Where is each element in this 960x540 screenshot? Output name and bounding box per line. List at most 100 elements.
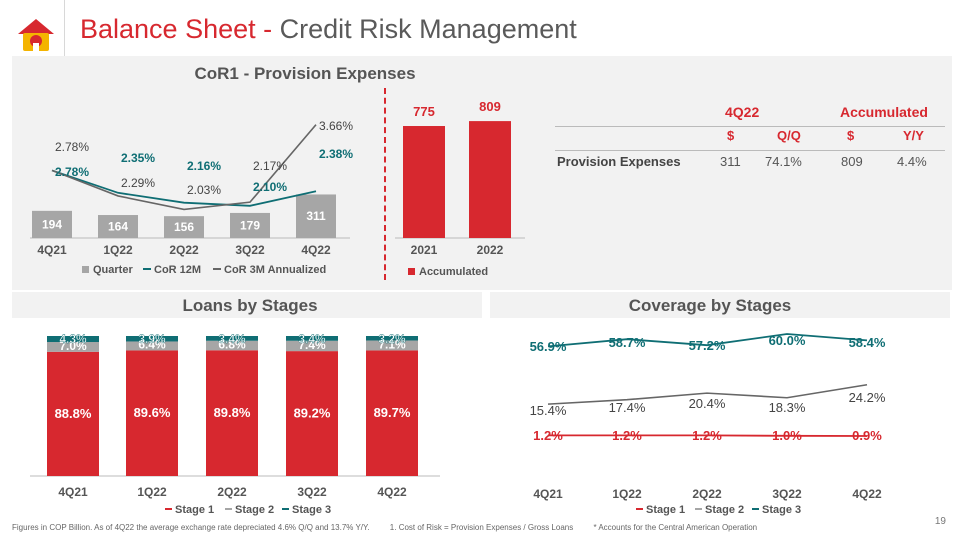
x-tick-label: 1Q22 — [103, 243, 133, 257]
bottom-right-band — [490, 292, 950, 318]
bar-4Q22 — [296, 194, 336, 238]
x-tick-label: 2021 — [411, 243, 438, 257]
coverage-title: Coverage by Stages — [628, 296, 792, 315]
legend-quarter-swatch — [82, 266, 89, 273]
page-number: 19 — [934, 516, 946, 527]
stage1-label: 89.2% — [294, 406, 331, 421]
stage2-label: 6.8% — [218, 337, 246, 351]
legend-label: Stage 3 — [292, 504, 331, 516]
accumulated-chart: 775 2021 809 2022 Accumulated — [395, 99, 525, 278]
stage1-label: 89.7% — [374, 405, 411, 420]
stage2-label: 7.0% — [59, 339, 87, 353]
stage2-label: 6.4% — [138, 337, 166, 351]
legend-accumulated-swatch — [408, 268, 415, 275]
stage1-label: 1.2% — [612, 428, 642, 443]
bar-label: 194 — [42, 217, 62, 231]
cor-12m-line — [51, 169, 317, 207]
bar-stage1-1Q22 — [126, 350, 178, 476]
page-title-sub: Credit Risk Management — [279, 14, 577, 44]
stage2-label: 17.4% — [609, 400, 646, 415]
bar-label: 156 — [174, 220, 194, 234]
stage1-label: 1.2% — [692, 428, 722, 443]
stage1-label: 0.9% — [852, 428, 882, 443]
stage3-label: 57.2% — [689, 338, 726, 353]
header-divider — [64, 0, 65, 60]
header: Balance Sheet - Credit Risk Management — [0, 0, 960, 60]
footer-notes: Figures in COP Billion. As of 4Q22 the a… — [12, 523, 775, 532]
legend-cor12-label: CoR 12M — [154, 264, 201, 276]
x-tick-label: 2Q22 — [217, 485, 247, 499]
col-header-dollar-1: $ — [727, 128, 735, 143]
stage3-label: 3.4% — [218, 332, 246, 346]
loans-chart: 88.8% 7.0%4.3% 4Q21 89.6% 6.4%3.9% 1Q22 89.8% 6… — [30, 332, 440, 516]
bar-stage1-3Q22 — [286, 351, 338, 476]
stage1-label: 88.8% — [55, 406, 92, 421]
bottom-left-band — [12, 292, 482, 318]
cell-acc-yy: 4.4% — [897, 154, 927, 169]
legend-cor3-label: CoR 3M Annualized — [224, 264, 326, 276]
cor-12m-label: 2.16% — [187, 159, 221, 173]
x-tick-label: 4Q21 — [533, 487, 563, 501]
cor-12m-label: 2.78% — [55, 165, 89, 179]
stage2-label: 7.1% — [378, 337, 406, 351]
group-header-accumulated: Accumulated — [840, 104, 928, 120]
page-title: Balance Sheet - Credit Risk Management — [80, 14, 577, 45]
group-header-4q22: 4Q22 — [725, 104, 760, 120]
cell-4q22-value: 311 — [720, 154, 741, 169]
stage3-label: 4.3% — [59, 332, 87, 346]
cell-4q22-qq: 74.1% — [765, 154, 802, 169]
stage2-label: 24.2% — [849, 390, 886, 405]
x-tick-label: 3Q22 — [235, 243, 265, 257]
legend-label: Stage 1 — [646, 504, 685, 516]
x-tick-label: 3Q22 — [772, 487, 802, 501]
stage3-line — [547, 333, 868, 348]
x-tick-label: 2022 — [477, 243, 504, 257]
x-tick-label: 1Q22 — [137, 485, 167, 499]
cor1-chart: 194 4Q21 164 1Q22 156 2Q22 179 3Q22 311 4Q22 2.78%… — [30, 119, 353, 276]
bar-stage3-2Q22 — [206, 336, 258, 341]
footer-note-2: 1. Cost of Risk = Provision Expenses / G… — [389, 523, 574, 532]
stage3-label: 58.7% — [609, 335, 646, 350]
legend-quarter-label: Quarter — [93, 264, 133, 276]
x-tick-label: 2Q22 — [169, 243, 199, 257]
bar-stage2-1Q22 — [126, 341, 178, 351]
cor-3m-label: 2.03% — [187, 183, 221, 197]
cor-3m-line — [51, 124, 317, 211]
col-header-yy: Y/Y — [903, 128, 924, 143]
chart-divider — [384, 88, 386, 280]
stage3-label: 3.2% — [378, 332, 406, 346]
x-tick-label: 2Q22 — [692, 487, 722, 501]
page-title-main: Balance Sheet - — [80, 14, 280, 44]
bar-4Q21 — [32, 210, 72, 238]
logo-house-icon — [18, 19, 54, 51]
stage1-label: 89.8% — [214, 405, 251, 420]
bar-stage1-4Q22 — [366, 350, 418, 476]
table-group-header-row: 4Q22 Accumulated — [555, 104, 945, 127]
col-header-qq: Q/Q — [777, 128, 801, 143]
footer-note-3: * Accounts for the Central American Oper… — [593, 523, 758, 532]
cor-3m-label: 3.66% — [319, 119, 353, 133]
cor-3m-label: 2.78% — [55, 140, 89, 154]
bar-stage3-3Q22 — [286, 336, 338, 341]
stage2-label: 7.4% — [298, 338, 326, 352]
cor-12m-label: 2.10% — [253, 180, 287, 194]
legend-label: Stage 1 — [175, 504, 214, 516]
bar-stage2-2Q22 — [206, 340, 258, 351]
cor-12m-label: 2.35% — [121, 151, 155, 165]
stage3-label: 56.9% — [530, 339, 567, 354]
stage1-line — [548, 434, 868, 437]
x-tick-label: 3Q22 — [297, 485, 327, 499]
legend-label: Stage 3 — [762, 504, 801, 516]
bar-2Q22 — [164, 216, 204, 238]
bar-label: 311 — [306, 209, 326, 223]
cell-acc-value: 809 — [841, 154, 863, 169]
x-tick-label: 4Q22 — [852, 487, 882, 501]
bar-stage3-4Q21 — [47, 336, 99, 343]
bar-label: 179 — [240, 218, 260, 232]
cor1-title: CoR1 - Provision Expenses — [194, 64, 416, 83]
stage3-label: 60.0% — [769, 333, 806, 348]
cor-3m-label: 2.29% — [121, 176, 155, 190]
bar-value-label: 775 — [413, 104, 435, 119]
bar-stage2-4Q22 — [366, 340, 418, 351]
bar-stage1-2Q22 — [206, 350, 258, 476]
